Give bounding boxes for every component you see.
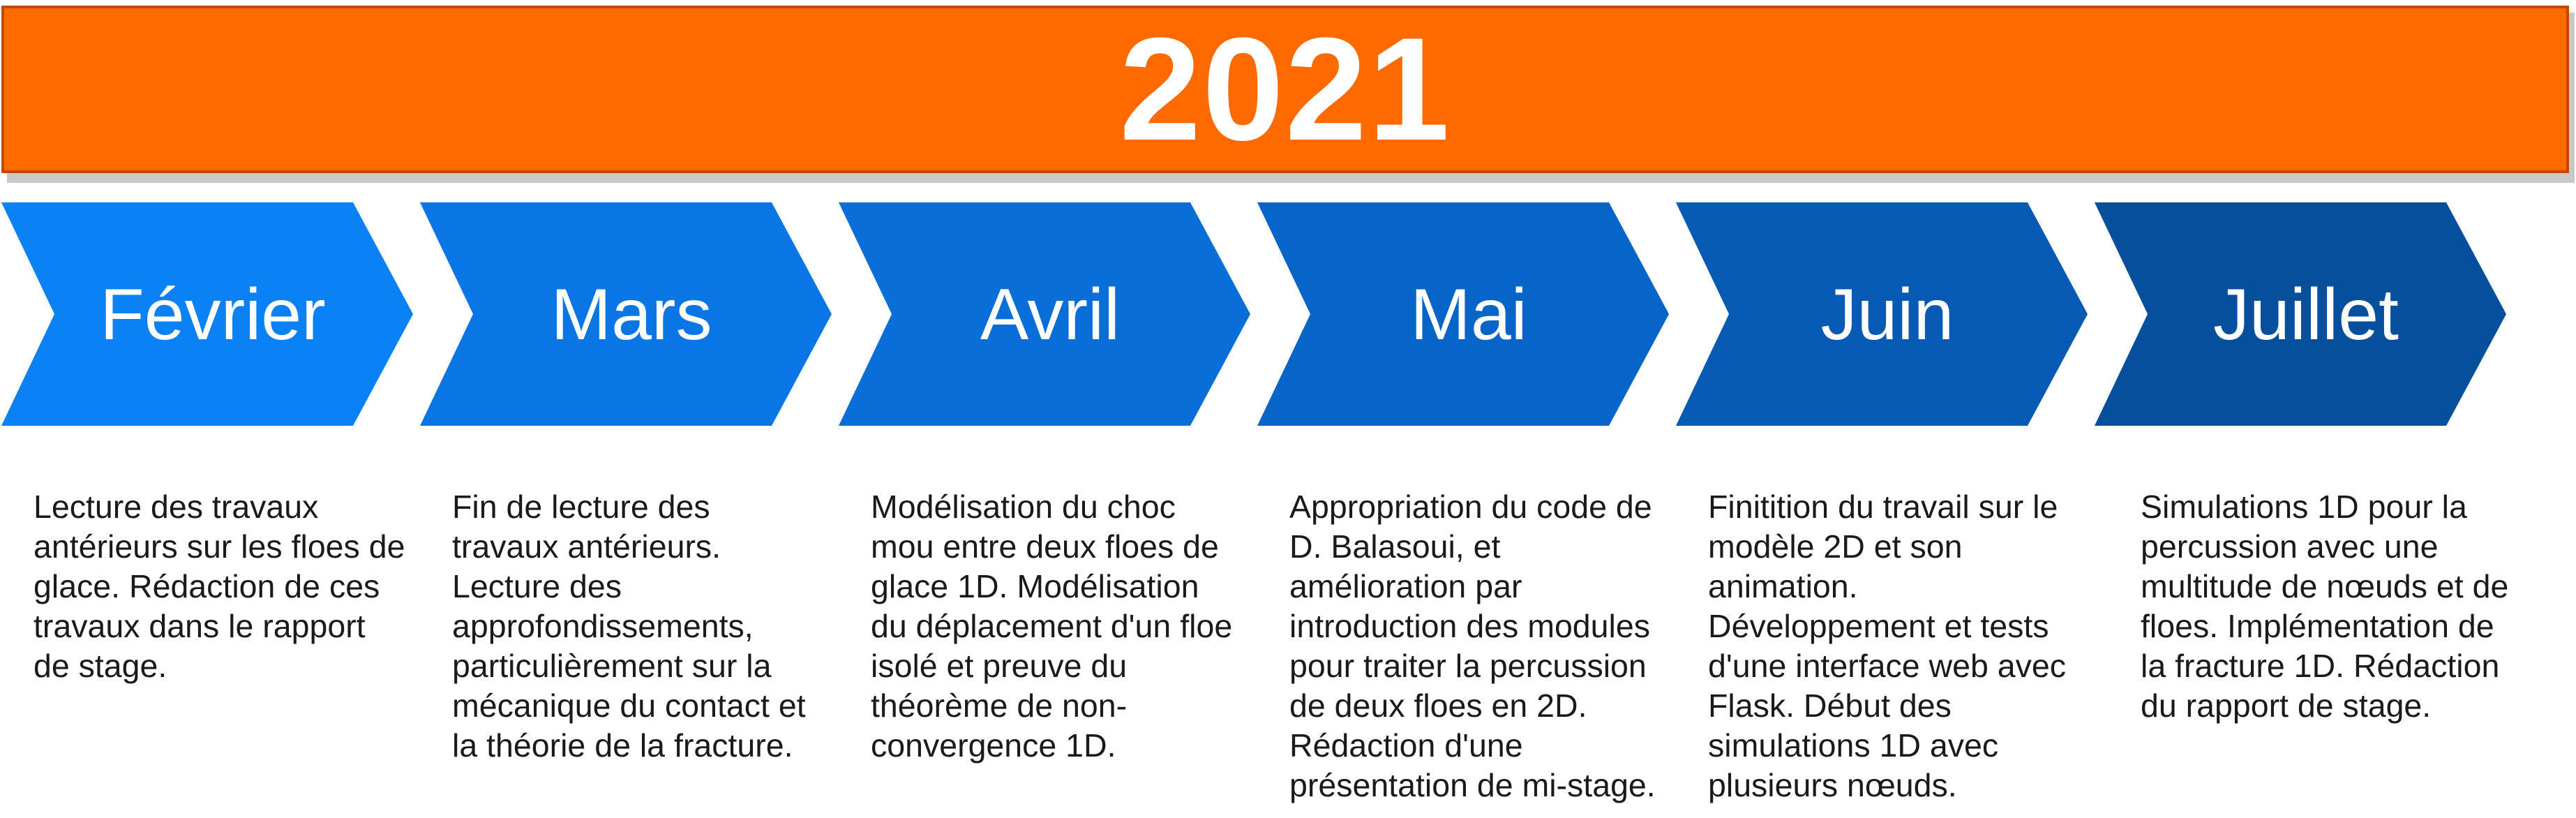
chevron-fevrier xyxy=(1,202,413,426)
chevron-mars xyxy=(420,202,832,426)
description-juillet: Simulations 1D pour la percussion avec u… xyxy=(2141,489,2509,724)
year-banner: 2021 xyxy=(1,6,2569,173)
banner-year: 2021 xyxy=(1119,7,1451,171)
description-fevrier: Lecture des travaux antérieurs sur les f… xyxy=(33,489,405,684)
description-mai: Appropriation du code de D. Balasoui, et… xyxy=(1289,489,1656,803)
description-juin: Finitition du travail sur le modèle 2D e… xyxy=(1708,489,2066,803)
month-label-fevrier: Février xyxy=(100,274,326,355)
description-mars: Fin de lecture des travaux antérieurs. L… xyxy=(452,489,806,764)
month-label-avril: Avril xyxy=(980,274,1120,355)
month-label-mai: Mai xyxy=(1410,274,1527,355)
chevron-avril xyxy=(839,202,1250,426)
month-label-juillet: Juillet xyxy=(2213,274,2399,355)
chevron-mai xyxy=(1257,202,1669,426)
chevron-juillet xyxy=(2095,202,2506,426)
month-label-juin: Juin xyxy=(1821,274,1954,355)
description-avril: Modélisation du choc mou entre deux floe… xyxy=(871,489,1233,764)
month-label-mars: Mars xyxy=(551,274,712,355)
chevron-juin xyxy=(1676,202,2088,426)
